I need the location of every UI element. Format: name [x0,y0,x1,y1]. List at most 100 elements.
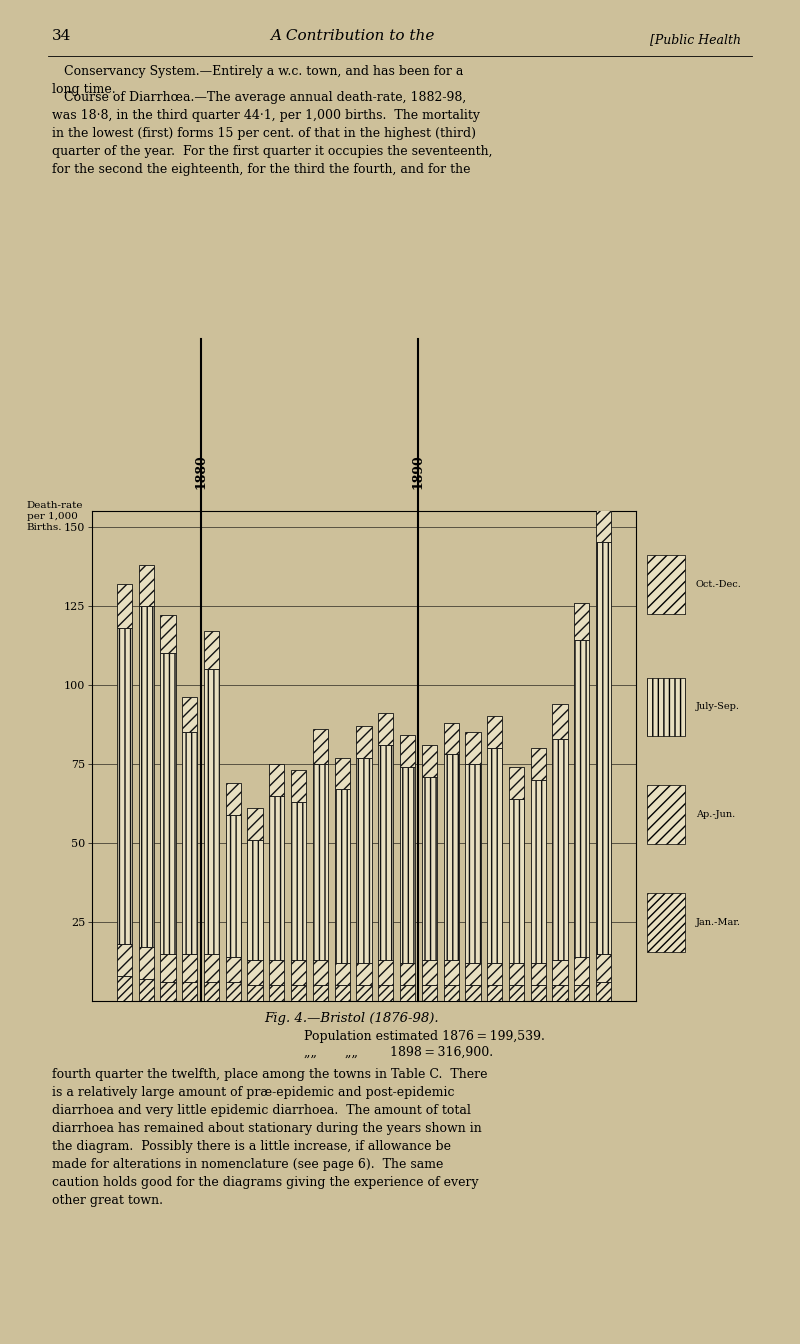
Text: July-Sep.: July-Sep. [696,703,740,711]
Bar [291,802,306,960]
Bar [553,704,568,739]
Bar [647,677,685,737]
Bar [596,543,611,954]
Bar [530,964,546,985]
Bar [378,960,394,985]
Bar [160,653,175,954]
Text: Population estimated 1876 = 199,539.: Population estimated 1876 = 199,539. [304,1030,545,1043]
Bar [117,628,132,945]
Bar [466,732,481,763]
Bar [291,960,306,985]
Bar [487,716,502,749]
Text: Jan.-Mar.: Jan.-Mar. [696,918,741,927]
Bar [247,985,262,1001]
Bar [443,985,458,1001]
Bar [443,723,458,754]
Bar [509,798,524,964]
Bar [574,602,590,641]
Bar [226,957,241,982]
Bar [334,789,350,964]
Bar [466,763,481,964]
Bar [466,964,481,985]
Text: A Contribution to the: A Contribution to the [270,30,434,43]
Bar [204,982,219,1001]
Bar [443,960,458,985]
Bar [138,980,154,1001]
Bar [647,894,685,952]
Text: Conservancy System.—Entirely a w.c. town, and has been for a
long time.: Conservancy System.—Entirely a w.c. town… [52,65,463,95]
Bar [509,985,524,1001]
Text: 1880: 1880 [194,454,207,489]
Bar [553,960,568,985]
Bar [509,767,524,798]
Bar [204,630,219,669]
Bar [182,954,198,982]
Text: Fig. 4.—Bristol (1876-98).: Fig. 4.—Bristol (1876-98). [265,1012,439,1025]
Bar [574,957,590,985]
Bar [466,985,481,1001]
Bar [647,555,685,614]
Text: 34: 34 [52,30,71,43]
Bar [422,777,437,960]
Bar [182,732,198,954]
Bar [400,964,415,985]
Bar [596,982,611,1001]
Text: Ap.-Jun.: Ap.-Jun. [696,810,735,820]
Text: Course of Diarrhœa.—The average annual death-rate, 1882-98,
was 18·8, in the thi: Course of Diarrhœa.—The average annual d… [52,91,493,176]
Bar [160,954,175,982]
Bar [356,726,372,758]
Text: fourth quarter the twelfth, place among the towns in Table C.  There
is a relati: fourth quarter the twelfth, place among … [52,1068,487,1207]
Bar [356,758,372,964]
Bar [313,728,328,763]
Bar [378,985,394,1001]
Bar [247,840,262,960]
Text: 1890: 1890 [412,454,425,489]
Bar [334,964,350,985]
Bar [334,985,350,1001]
Bar [117,945,132,976]
Bar [596,954,611,982]
Bar [313,985,328,1001]
Bar [553,985,568,1001]
Bar [182,698,198,732]
Bar [160,982,175,1001]
Bar [530,749,546,780]
Bar [400,767,415,964]
Bar [138,948,154,980]
Bar [422,745,437,777]
Bar [334,758,350,789]
Bar [117,583,132,628]
Bar [509,964,524,985]
Bar [313,960,328,985]
Bar [138,564,154,606]
Bar [378,714,394,745]
Bar [270,763,285,796]
Bar [400,985,415,1001]
Bar [422,985,437,1001]
Text: Death-rate
per 1,000
Births.: Death-rate per 1,000 Births. [26,501,83,532]
Bar [574,641,590,957]
Bar [400,735,415,767]
Text: [Public Health: [Public Health [650,32,742,46]
Bar [270,796,285,960]
Bar [226,784,241,814]
Bar [204,954,219,982]
Text: „„       „„        1898 = 316,900.: „„ „„ 1898 = 316,900. [304,1046,493,1059]
Bar [443,754,458,960]
Bar [596,485,611,543]
Bar [356,985,372,1001]
Bar [487,985,502,1001]
Bar [247,808,262,840]
Bar [291,770,306,802]
Bar [647,785,685,844]
Bar [487,964,502,985]
Bar [422,960,437,985]
Bar [117,976,132,1001]
Bar [487,749,502,964]
Bar [356,964,372,985]
Bar [530,780,546,964]
Bar [291,985,306,1001]
Bar [574,985,590,1001]
Bar [247,960,262,985]
Bar [226,982,241,1001]
